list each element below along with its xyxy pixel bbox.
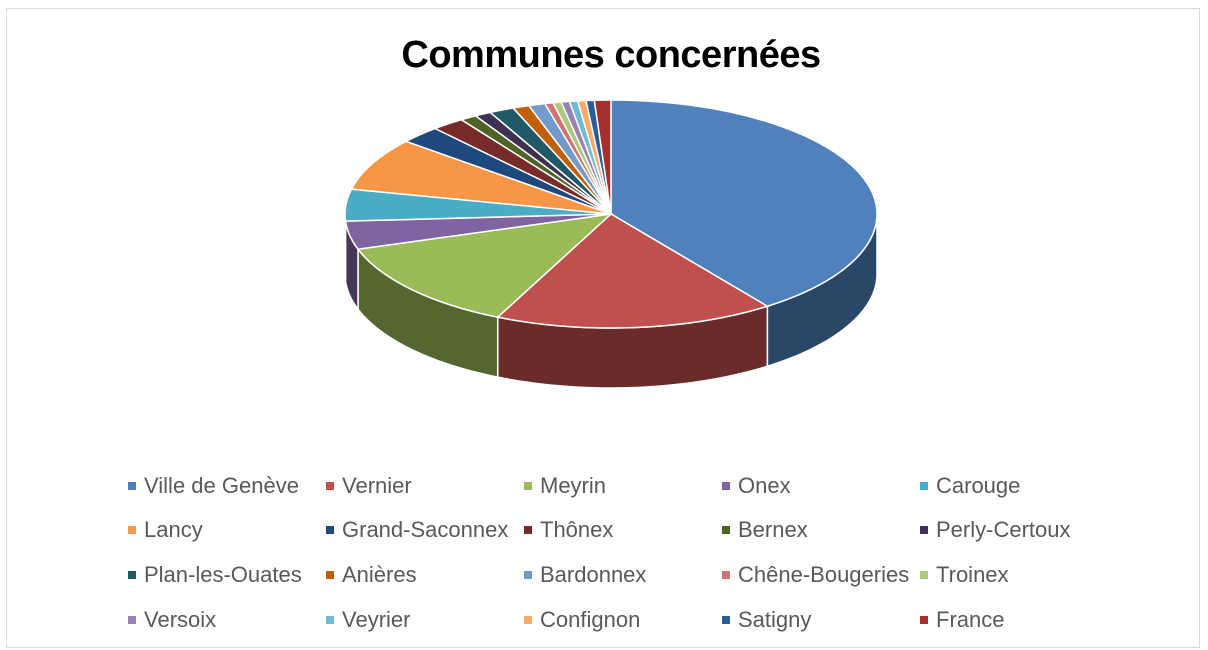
legend-item: Vernier xyxy=(326,471,412,501)
legend-item: Bernex xyxy=(722,515,808,545)
legend-label: Carouge xyxy=(936,473,1021,498)
legend-swatch xyxy=(128,482,136,490)
legend-label: Perly-Certoux xyxy=(936,517,1071,542)
legend-swatch xyxy=(722,616,730,624)
legend-swatch xyxy=(524,526,532,534)
legend-label: Plan-les-Ouates xyxy=(144,562,302,587)
legend-swatch xyxy=(128,616,136,624)
pie-slice-ville-de-gen-ve xyxy=(610,99,878,308)
legend-swatch xyxy=(920,526,928,534)
legend-label: Grand-Saconnex xyxy=(342,517,509,542)
legend-label: Veyrier xyxy=(342,607,411,632)
legend-swatch xyxy=(128,526,136,534)
legend-item: Troinex xyxy=(920,560,1009,590)
legend-swatch xyxy=(920,571,928,579)
legend-item: Bardonnex xyxy=(524,560,646,590)
legend-item: Ville de Genève xyxy=(128,471,299,501)
legend-item: Veyrier xyxy=(326,605,410,635)
legend-item: Versoix xyxy=(128,605,216,635)
legend-item: Satigny xyxy=(722,605,811,635)
legend-swatch xyxy=(524,482,532,490)
legend-item: France xyxy=(920,605,1004,635)
legend-swatch xyxy=(326,571,334,579)
legend-swatch xyxy=(722,526,730,534)
legend-swatch xyxy=(722,482,730,490)
legend-label: Meyrin xyxy=(540,473,607,498)
pie-slice-vernier xyxy=(496,213,770,329)
legend-item: Meyrin xyxy=(524,471,606,501)
legend-item: Lancy xyxy=(128,515,203,545)
legend-swatch xyxy=(920,616,928,624)
legend-label: Bardonnex xyxy=(540,562,647,587)
legend-swatch xyxy=(326,616,334,624)
legend-item: Anières xyxy=(326,560,417,590)
legend-label: Lancy xyxy=(144,517,203,542)
legend-item: Onex xyxy=(722,471,791,501)
legend-label: Ville de Genève xyxy=(144,473,299,498)
legend-swatch xyxy=(326,482,334,490)
legend-label: Chêne-Bougeries xyxy=(738,562,910,587)
legend-swatch xyxy=(524,616,532,624)
legend-swatch xyxy=(128,571,136,579)
legend-label: Bernex xyxy=(738,517,808,542)
legend-item: Carouge xyxy=(920,471,1020,501)
legend-label: Satigny xyxy=(738,607,812,632)
pie-slice-meyrin xyxy=(356,212,614,318)
legend-item: Plan-les-Ouates xyxy=(128,560,302,590)
legend-swatch xyxy=(326,526,334,534)
legend-label: Anières xyxy=(342,562,417,587)
legend-item: Perly-Certoux xyxy=(920,515,1070,545)
legend-swatch xyxy=(524,571,532,579)
legend-label: Troinex xyxy=(936,562,1009,587)
legend-label: France xyxy=(936,607,1005,632)
legend-swatch xyxy=(920,482,928,490)
legend-item: Chêne-Bougeries xyxy=(722,560,909,590)
legend-label: Vernier xyxy=(342,473,412,498)
pie-slice-france xyxy=(593,99,612,215)
legend-item: Confignon xyxy=(524,605,640,635)
chart-title: Communes concernées xyxy=(401,34,821,76)
legend-label: Thônex xyxy=(540,517,614,542)
legend-label: Onex xyxy=(738,473,791,498)
legend-label: Confignon xyxy=(540,607,641,632)
legend-swatch xyxy=(722,571,730,579)
legend-item: Thônex xyxy=(524,515,613,545)
legend-item: Grand-Saconnex xyxy=(326,515,508,545)
legend-label: Versoix xyxy=(144,607,217,632)
pie-slice-lancy xyxy=(350,140,612,215)
